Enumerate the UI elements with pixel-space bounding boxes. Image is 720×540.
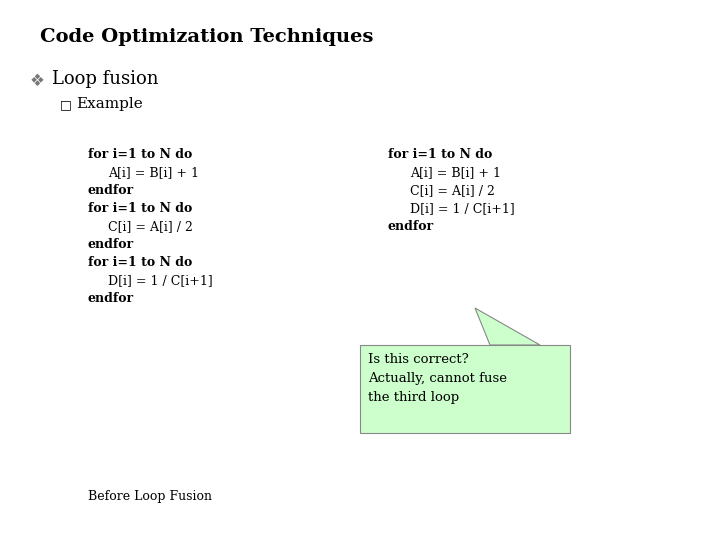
Text: □: □ bbox=[60, 98, 72, 111]
Text: D[i] = 1 / C[i+1]: D[i] = 1 / C[i+1] bbox=[108, 274, 212, 287]
Text: A[i] = B[i] + 1: A[i] = B[i] + 1 bbox=[410, 166, 501, 179]
Text: for i=1 to N do: for i=1 to N do bbox=[88, 148, 192, 161]
Text: Before Loop Fusion: Before Loop Fusion bbox=[88, 490, 212, 503]
FancyBboxPatch shape bbox=[360, 345, 570, 433]
Polygon shape bbox=[475, 308, 540, 345]
Text: Loop fusion: Loop fusion bbox=[52, 70, 158, 88]
Text: Is this correct?
Actually, cannot fuse
the third loop: Is this correct? Actually, cannot fuse t… bbox=[368, 353, 507, 404]
Text: Example: Example bbox=[76, 97, 143, 111]
Text: endfor: endfor bbox=[388, 220, 434, 233]
Text: C[i] = A[i] / 2: C[i] = A[i] / 2 bbox=[410, 184, 495, 197]
Text: D[i] = 1 / C[i+1]: D[i] = 1 / C[i+1] bbox=[410, 202, 515, 215]
Text: for i=1 to N do: for i=1 to N do bbox=[88, 256, 192, 269]
Text: for i=1 to N do: for i=1 to N do bbox=[88, 202, 192, 215]
Text: C[i] = A[i] / 2: C[i] = A[i] / 2 bbox=[108, 220, 193, 233]
Text: for i=1 to N do: for i=1 to N do bbox=[388, 148, 492, 161]
Text: endfor: endfor bbox=[88, 238, 134, 251]
Text: ❖: ❖ bbox=[30, 72, 45, 90]
Text: A[i] = B[i] + 1: A[i] = B[i] + 1 bbox=[108, 166, 199, 179]
Text: endfor: endfor bbox=[88, 184, 134, 197]
Text: endfor: endfor bbox=[88, 292, 134, 305]
Text: Code Optimization Techniques: Code Optimization Techniques bbox=[40, 28, 374, 46]
